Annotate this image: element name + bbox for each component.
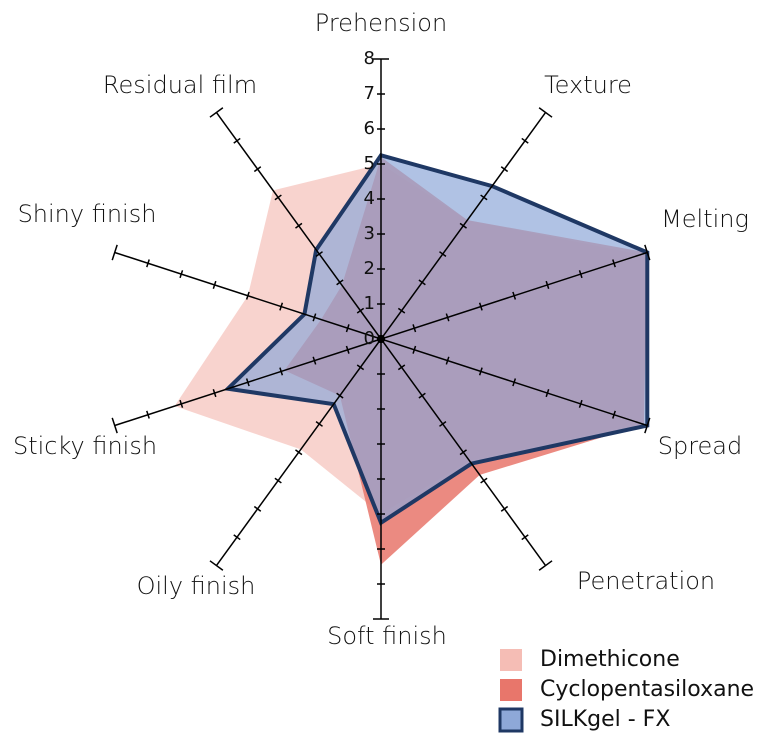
tick-mark [279, 302, 284, 311]
tick-mark [111, 244, 118, 261]
tick-mark [253, 166, 262, 173]
legend-swatch [498, 707, 524, 733]
tick-mark [418, 279, 426, 286]
tick-mark [521, 534, 529, 541]
tick-mark [500, 166, 509, 173]
tick-mark [538, 107, 553, 118]
tick-mark [397, 364, 406, 371]
category-label: Sticky finish [13, 432, 157, 460]
legend-label: Cyclopentasiloxane [540, 677, 754, 702]
tick-mark [459, 449, 467, 456]
tick-mark [279, 367, 284, 376]
tick-label: 3 [364, 223, 375, 244]
tick-mark [578, 270, 583, 279]
tick-mark [356, 307, 365, 314]
tick-mark [418, 392, 426, 399]
tick-mark [295, 449, 303, 456]
tick-mark [233, 534, 241, 541]
tick-mark [445, 356, 450, 365]
tick-mark [315, 251, 323, 258]
tick-mark [512, 291, 517, 300]
tick-mark [439, 251, 447, 258]
tick-mark [146, 410, 150, 419]
tick-mark [245, 291, 250, 300]
tick-mark [377, 336, 385, 342]
tick-mark [612, 410, 616, 419]
tick-mark [274, 194, 282, 201]
tick-mark [179, 399, 184, 408]
tick-mark [644, 417, 651, 434]
tick-label: 2 [364, 258, 375, 279]
tick-mark [312, 313, 317, 322]
category-label: Texture [544, 71, 632, 99]
category-label: Penetration [577, 567, 715, 595]
tick-mark [644, 244, 651, 261]
tick-mark [459, 222, 467, 229]
tick-mark [480, 477, 488, 484]
category-label: Residual film [103, 71, 257, 99]
tick-mark [345, 324, 350, 333]
category-label: Soft finish [327, 622, 447, 650]
tick-mark [312, 356, 317, 365]
tick-mark [500, 505, 509, 512]
tick-mark [439, 420, 447, 427]
legend-swatch [500, 649, 522, 671]
category-label: Spread [658, 432, 743, 460]
tick-mark [478, 367, 483, 376]
tick-mark [146, 259, 150, 268]
tick-label: 7 [364, 83, 375, 104]
tick-mark [209, 560, 224, 571]
tick-mark [345, 345, 350, 354]
tick-mark [212, 280, 217, 289]
category-label: Melting [661, 205, 749, 233]
tick-mark [445, 313, 450, 322]
tick-label: 0 [364, 328, 375, 349]
tick-mark [545, 280, 550, 289]
tick-mark [356, 364, 365, 371]
category-label: Shiny finish [18, 200, 157, 228]
tick-mark [245, 378, 250, 387]
legend-swatch [500, 679, 522, 701]
tick-mark [578, 399, 583, 408]
tick-mark [111, 417, 118, 434]
tick-label: 6 [364, 118, 375, 139]
tick-mark [397, 307, 406, 314]
tick-mark [538, 560, 553, 571]
tick-mark [274, 477, 282, 484]
tick-mark [545, 389, 550, 398]
legend-label: SILKgel - FX [540, 707, 670, 732]
tick-mark [412, 324, 417, 333]
tick-mark [315, 420, 323, 427]
tick-mark [612, 259, 616, 268]
tick-mark [212, 389, 217, 398]
tick-mark [179, 270, 184, 279]
tick-mark [521, 137, 529, 144]
tick-mark [478, 302, 483, 311]
tick-mark [412, 345, 417, 354]
tick-mark [209, 107, 224, 118]
category-label: Prehension [315, 9, 447, 37]
tick-mark [480, 194, 488, 201]
tick-label: 4 [364, 188, 375, 209]
tick-label: 5 [364, 153, 375, 174]
tick-mark [336, 279, 344, 286]
category-label: Oily finish [137, 572, 256, 600]
tick-label: 8 [364, 48, 375, 69]
tick-mark [295, 222, 303, 229]
tick-mark [233, 137, 241, 144]
tick-mark [512, 378, 517, 387]
tick-mark [253, 505, 262, 512]
tick-mark [336, 392, 344, 399]
legend-label: Dimethicone [540, 647, 680, 672]
tick-label: 1 [364, 293, 375, 314]
